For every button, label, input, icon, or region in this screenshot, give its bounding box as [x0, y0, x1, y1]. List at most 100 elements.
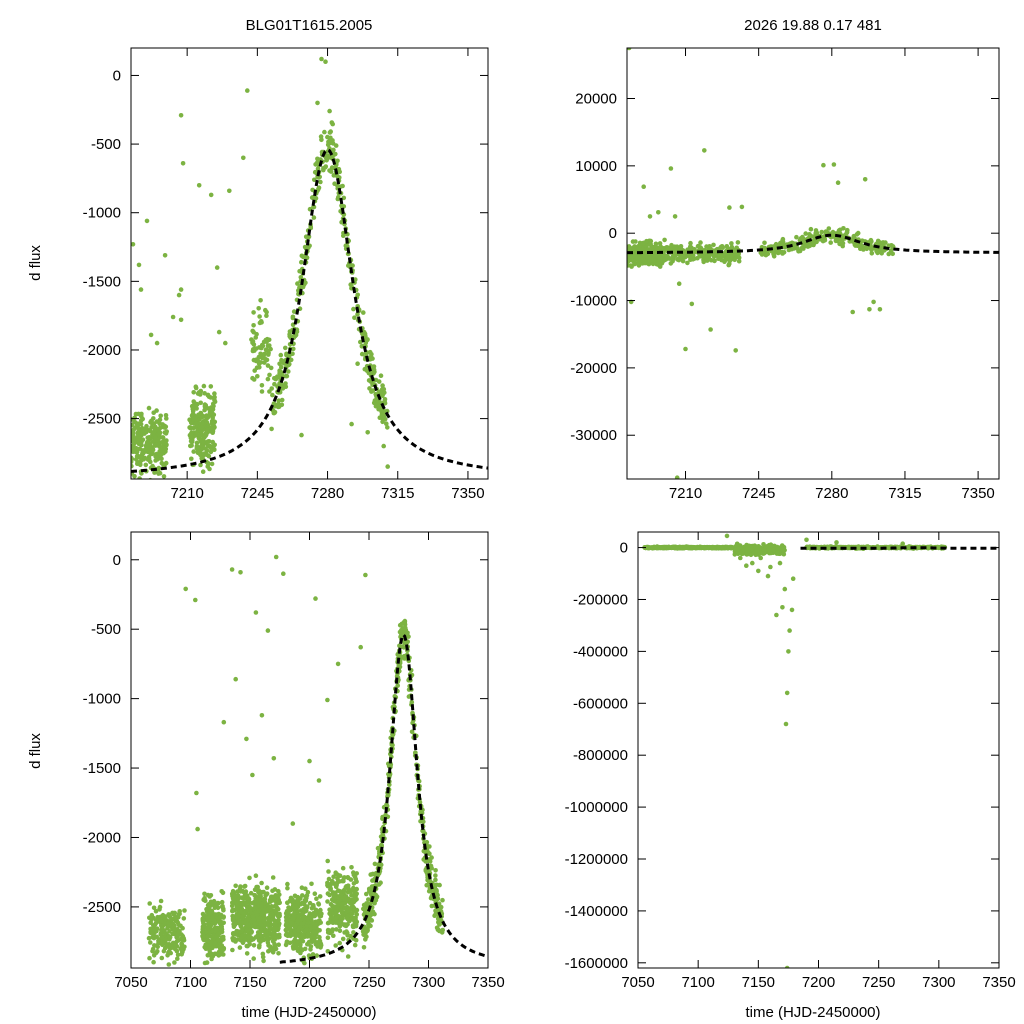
data-point — [299, 259, 304, 265]
data-point — [237, 886, 243, 892]
data-point — [202, 891, 207, 897]
data-point — [162, 449, 167, 455]
data-point — [304, 255, 310, 261]
data-point — [300, 284, 306, 290]
y-tick-label: -600000 — [573, 695, 628, 712]
data-point — [298, 275, 304, 280]
data-point — [187, 425, 192, 430]
y-axis-label-top: d flux — [27, 245, 44, 281]
data-point — [337, 919, 343, 924]
data-point — [775, 545, 780, 551]
data-point — [744, 563, 749, 568]
data-point — [297, 268, 302, 274]
data-point — [299, 947, 305, 953]
data-point — [365, 928, 370, 934]
data-point — [210, 430, 215, 436]
data-point — [311, 204, 316, 210]
data-point — [246, 934, 251, 940]
data-point — [656, 253, 661, 259]
data-point — [416, 779, 422, 784]
data-point — [207, 894, 212, 899]
data-point — [241, 155, 246, 161]
data-point — [249, 337, 254, 342]
data-point — [283, 384, 289, 390]
data-point — [784, 965, 790, 968]
data-point — [333, 151, 338, 157]
data-point — [840, 233, 846, 239]
data-point — [736, 258, 742, 264]
data-point — [136, 434, 141, 440]
data-point — [200, 433, 205, 439]
data-point — [330, 138, 335, 143]
data-point — [198, 452, 203, 458]
data-point — [238, 570, 243, 575]
data-point — [258, 298, 263, 303]
data-point — [864, 246, 870, 252]
data-point — [380, 383, 385, 388]
x-axis-label-bottom-left: time (HJD-2450000) — [241, 1004, 376, 1021]
data-point — [272, 887, 278, 892]
data-point — [277, 900, 283, 905]
data-point — [836, 545, 841, 551]
data-point — [654, 545, 659, 550]
data-point — [729, 252, 734, 257]
data-point — [219, 899, 225, 905]
data-point — [311, 938, 317, 943]
data-point — [353, 922, 359, 927]
data-point — [183, 586, 188, 592]
data-point — [304, 904, 310, 910]
data-point — [298, 896, 303, 901]
data-point — [398, 633, 404, 638]
data-point — [771, 547, 777, 553]
data-point — [377, 415, 383, 421]
data-point — [343, 243, 349, 248]
data-point — [208, 426, 214, 431]
data-point — [295, 932, 301, 938]
data-point — [285, 885, 290, 891]
data-point — [823, 229, 828, 235]
data-point — [131, 242, 136, 247]
data-point — [333, 870, 339, 875]
data-point — [238, 936, 243, 942]
x-tick-label: 7050 — [114, 974, 147, 991]
data-point — [245, 917, 250, 922]
data-point — [366, 378, 372, 383]
data-point — [332, 181, 337, 186]
data-point — [156, 466, 161, 472]
data-point — [354, 911, 359, 917]
model-curve — [131, 147, 488, 473]
data-point — [142, 455, 147, 461]
data-point — [262, 924, 267, 930]
data-point — [351, 893, 357, 899]
data-point — [170, 314, 176, 320]
data-point — [335, 661, 341, 667]
data-point — [219, 924, 224, 930]
data-point — [191, 390, 196, 395]
y-tick-label: -800000 — [573, 747, 628, 764]
data-point — [166, 962, 172, 967]
data-point — [202, 451, 207, 456]
data-point — [232, 893, 237, 899]
data-point — [312, 177, 317, 183]
data-point — [358, 644, 364, 650]
data-point — [318, 134, 324, 139]
data-point — [159, 955, 165, 961]
data-point — [284, 918, 289, 923]
data-point — [424, 882, 430, 888]
data-point — [382, 390, 387, 395]
data-point — [190, 411, 196, 417]
data-point — [264, 313, 269, 319]
data-point — [204, 427, 210, 433]
data-point — [363, 572, 368, 578]
data-point — [257, 314, 262, 319]
data-point — [152, 922, 158, 928]
data-point — [153, 908, 159, 914]
data-point — [318, 945, 323, 950]
data-point — [240, 915, 245, 921]
data-point — [160, 435, 166, 440]
data-point — [269, 911, 275, 916]
data-point — [162, 430, 168, 435]
data-point — [143, 449, 149, 454]
data-point — [250, 900, 255, 906]
data-point — [248, 909, 253, 914]
